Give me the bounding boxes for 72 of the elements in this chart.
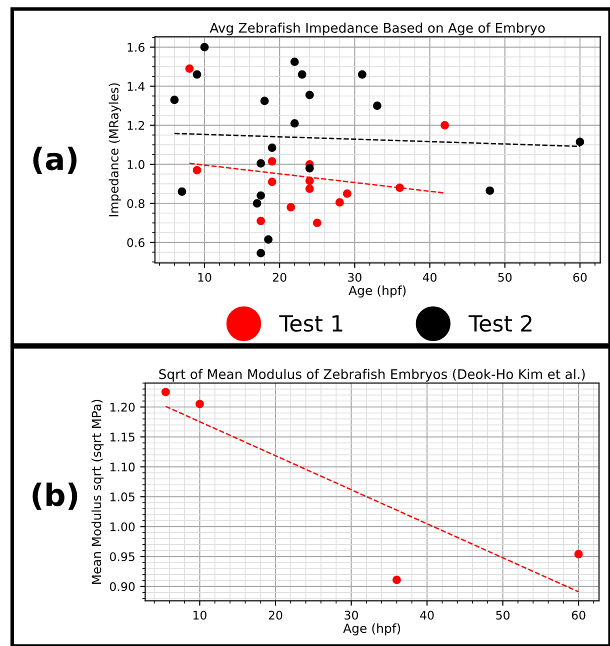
point	[170, 96, 179, 104]
point	[268, 178, 276, 186]
y-tick-label: 0.90	[110, 582, 135, 592]
x-tick-label: 50	[498, 272, 512, 282]
point	[161, 388, 170, 396]
y-tick-label: 1.05	[110, 492, 134, 502]
point	[305, 184, 314, 193]
point	[290, 119, 299, 128]
point	[256, 191, 266, 200]
x-axis-title: Age (hpf)	[343, 623, 400, 636]
point	[305, 164, 314, 172]
y-tick-label: 1.0	[128, 160, 144, 169]
point	[264, 235, 273, 244]
y-tick-label: 1.15	[110, 432, 134, 442]
legend-label: Test 2	[468, 314, 532, 332]
x-axis-title: Age (hpf)	[348, 285, 406, 298]
point	[185, 64, 194, 73]
x-tick-label: 40	[422, 272, 437, 282]
y-tick-label: 1.10	[110, 462, 135, 472]
x-tick-label: 20	[268, 610, 282, 620]
point	[192, 70, 202, 79]
x-tick-label: 20	[272, 272, 286, 282]
y-tick-label: 0.8	[127, 199, 144, 208]
x-tick-label: 40	[420, 610, 434, 620]
text: (b)	[32, 482, 78, 510]
point	[358, 70, 366, 79]
chart-title: Sqrt of Mean Modulus of Zebrafish Embryos (Deok-Ho Kim et al.)	[159, 368, 585, 382]
point	[256, 216, 266, 226]
x-tick-label: 10	[198, 272, 212, 282]
point	[192, 166, 202, 174]
point	[268, 143, 276, 152]
point	[312, 218, 322, 228]
point	[195, 400, 204, 408]
point	[200, 42, 209, 52]
point	[396, 184, 404, 192]
point	[252, 199, 262, 208]
text: (a)	[33, 146, 77, 174]
x-tick-label: 30	[344, 610, 358, 620]
point	[440, 121, 450, 130]
point	[486, 186, 494, 195]
x-tick-label: 60	[572, 610, 586, 620]
point	[574, 550, 583, 558]
point	[298, 70, 306, 79]
point	[576, 138, 584, 146]
y-tick-label: 0.95	[110, 552, 134, 562]
point	[290, 58, 299, 66]
point	[392, 576, 401, 584]
point	[305, 90, 314, 100]
y-tick-label: 1.00	[110, 522, 135, 532]
point	[256, 159, 266, 168]
x-tick-label: 60	[573, 272, 587, 282]
y-tick-label: 1.4	[128, 82, 145, 91]
point	[178, 187, 186, 196]
chart-title: Avg Zebrafish Impedance Based on Age of Embryo	[210, 22, 545, 36]
legend-label: Test 1	[279, 315, 342, 332]
point	[256, 248, 266, 258]
point	[342, 189, 352, 198]
y-axis-title: Impedance (MRayles)	[108, 83, 121, 216]
x-tick-label: 10	[194, 610, 206, 620]
point	[260, 96, 269, 106]
x-tick-label: 30	[348, 272, 362, 282]
point	[372, 102, 382, 110]
y-tick-label: 1.2	[128, 120, 144, 130]
point	[335, 198, 344, 207]
x-tick-label: 50	[496, 610, 510, 620]
y-axis-title: Mean Modulus sqrt (sqrt MPa)	[92, 400, 104, 584]
point	[305, 176, 314, 186]
y-tick-label: 1.6	[128, 42, 144, 52]
y-tick-label: 1.20	[110, 402, 135, 412]
y-tick-label: 0.6	[127, 238, 144, 248]
point	[286, 203, 296, 212]
point	[268, 157, 276, 166]
